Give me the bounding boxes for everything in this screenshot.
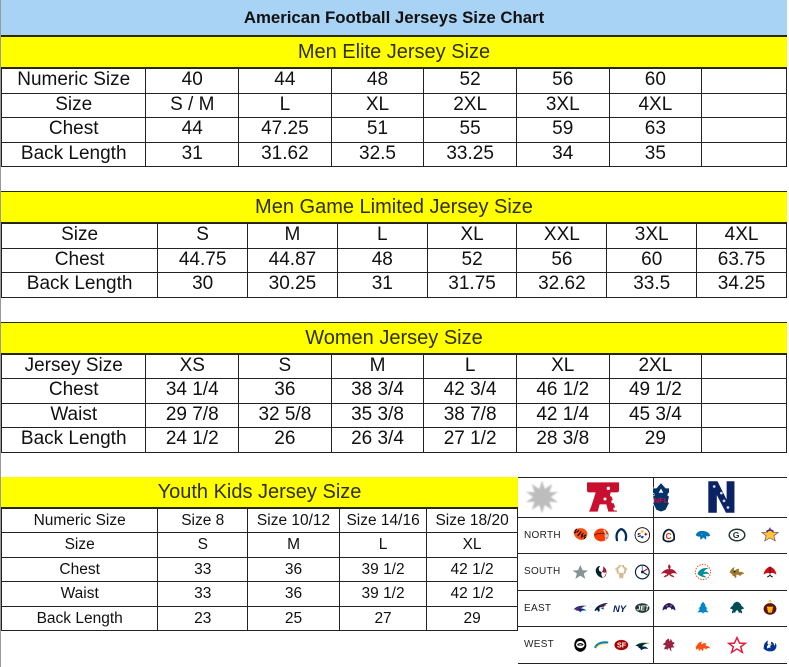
- svg-text:C: C: [666, 532, 672, 541]
- svg-text:NY: NY: [613, 604, 627, 615]
- svg-text:SF: SF: [617, 641, 627, 649]
- svg-text:G: G: [732, 530, 739, 540]
- svg-text:S: S: [637, 533, 641, 539]
- svg-text:NFL: NFL: [654, 496, 669, 505]
- svg-text:JETS: JETS: [636, 606, 652, 613]
